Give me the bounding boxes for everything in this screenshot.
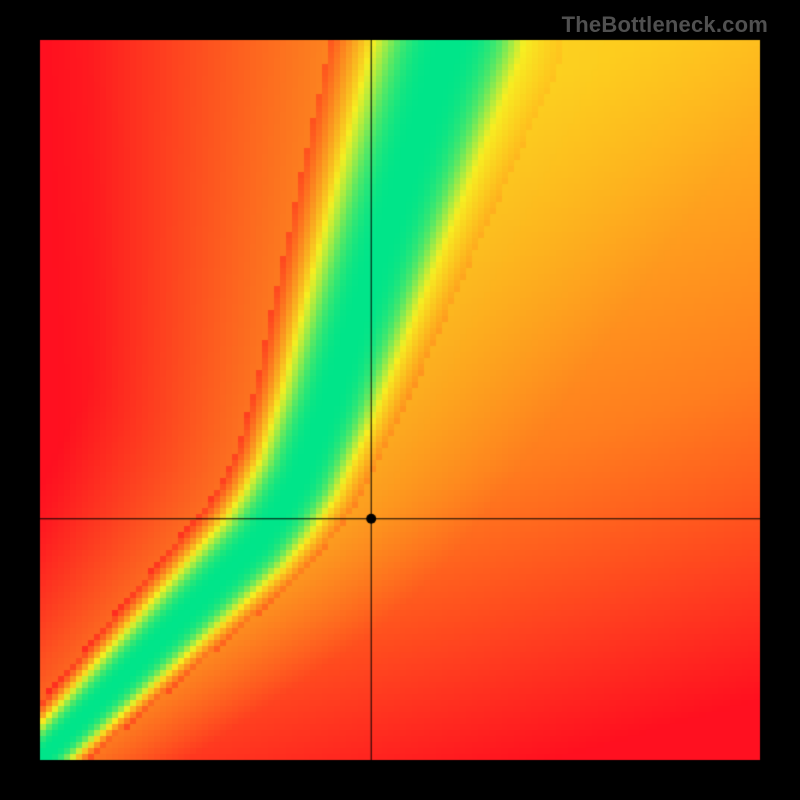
heatmap-canvas bbox=[0, 0, 800, 800]
watermark-text: TheBottleneck.com bbox=[562, 12, 768, 38]
chart-root: TheBottleneck.com bbox=[0, 0, 800, 800]
